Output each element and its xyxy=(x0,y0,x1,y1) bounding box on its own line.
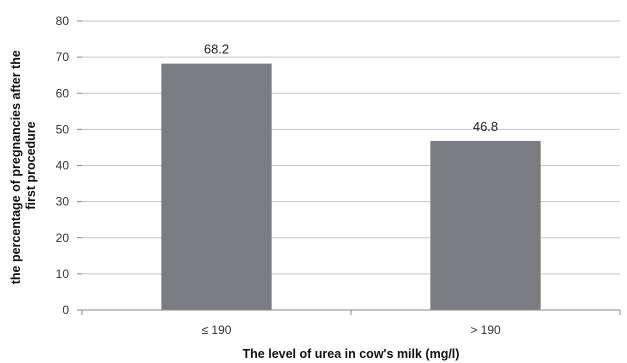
x-axis-title: The level of urea in cow's milk (mg/l) xyxy=(243,347,460,361)
y-tick-label: 10 xyxy=(56,267,70,281)
y-axis-title-line-1: the percentage of pregnancies after the xyxy=(9,50,23,284)
y-axis-title-line-2: first procedure xyxy=(24,121,38,209)
x-axis-ticks: ≤ 190 > 190 xyxy=(81,310,621,337)
x-tick-label: ≤ 190 xyxy=(202,323,232,337)
y-tick-label: 70 xyxy=(56,50,70,64)
y-axis-ticks: 0 10 20 30 40 50 60 70 80 xyxy=(56,14,82,317)
x-tick-label: > 190 xyxy=(470,323,501,337)
y-tick-label: 20 xyxy=(56,231,70,245)
data-label: 46.8 xyxy=(473,119,498,134)
y-tick-label: 50 xyxy=(56,122,70,136)
y-tick-label: 40 xyxy=(56,159,70,173)
y-tick-label: 60 xyxy=(56,86,70,100)
y-tick-label: 30 xyxy=(56,195,70,209)
y-axis-title: the percentage of pregnancies after the … xyxy=(9,47,38,285)
y-tick-label: 0 xyxy=(62,303,69,317)
y-tick-label: 80 xyxy=(56,14,70,28)
bar xyxy=(161,63,272,310)
data-label: 68.2 xyxy=(204,42,229,57)
bar xyxy=(430,140,541,310)
bars xyxy=(161,63,541,310)
data-labels: 68.2 46.8 xyxy=(204,42,498,134)
